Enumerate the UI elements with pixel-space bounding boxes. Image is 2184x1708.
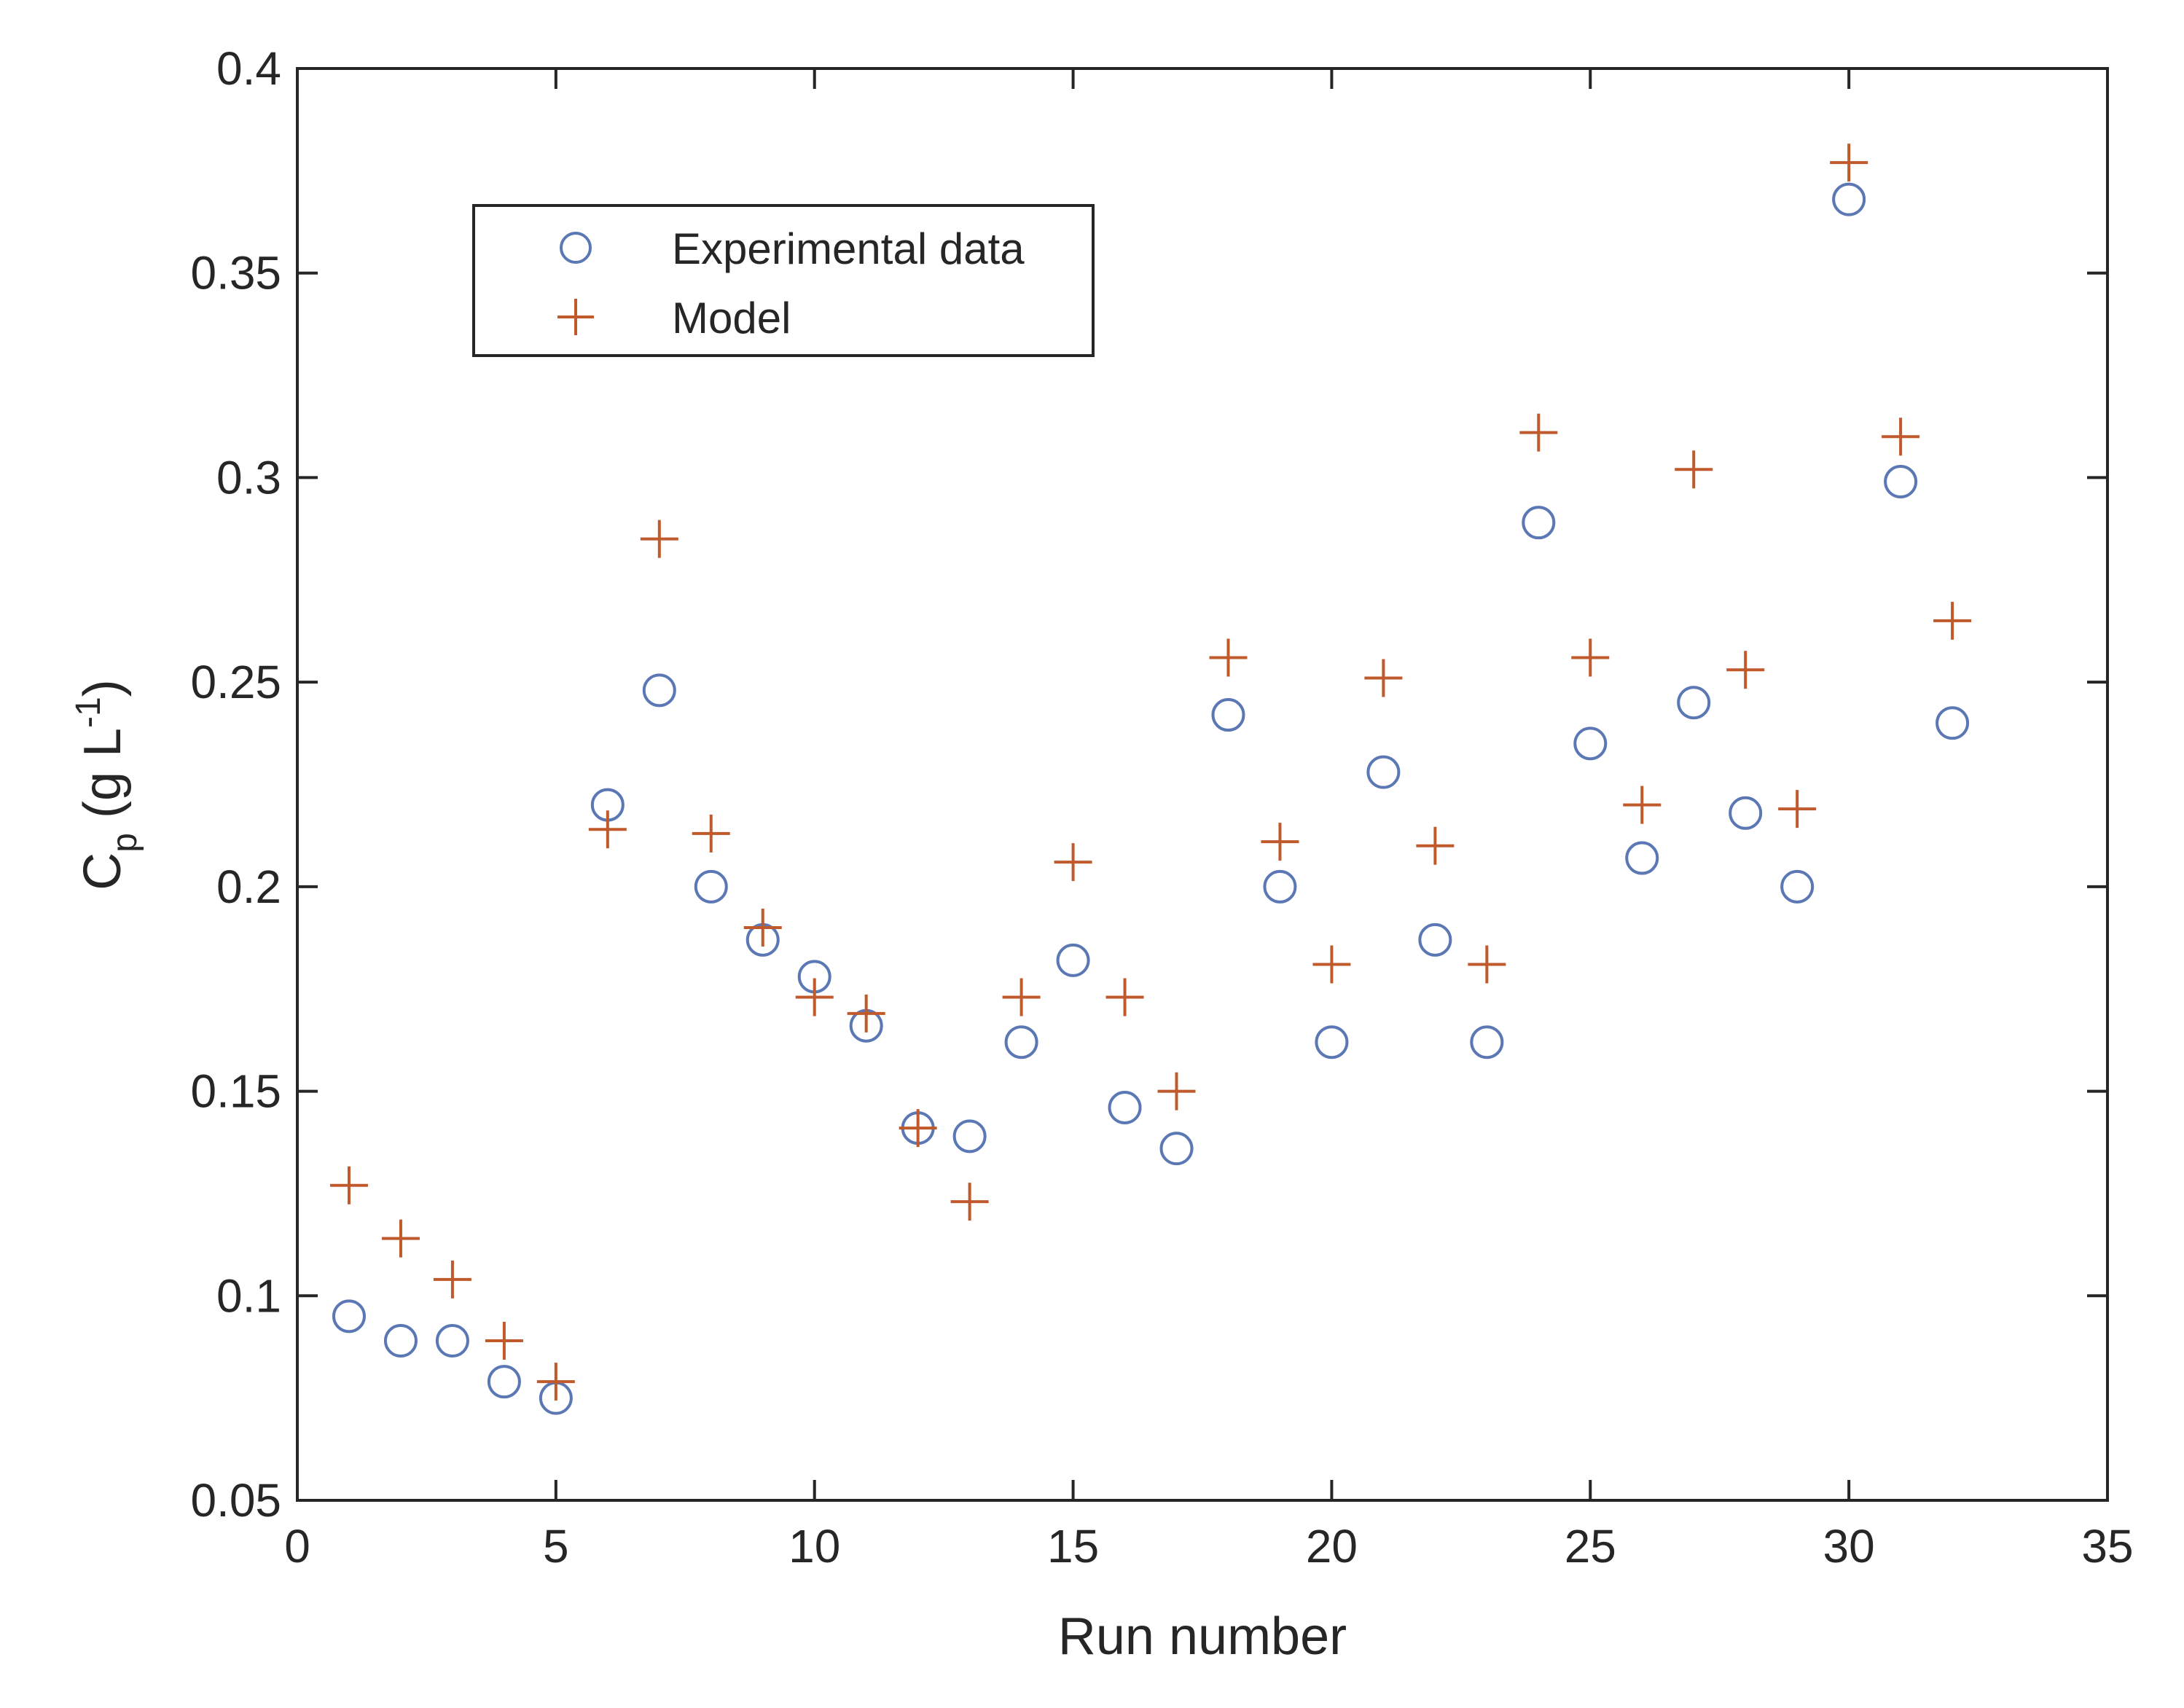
experimental-point xyxy=(487,1365,521,1399)
experimental-point xyxy=(952,1119,987,1153)
experimental-series xyxy=(332,182,1970,1415)
legend-marker-experimental xyxy=(560,232,592,264)
legend-label-experimental: Experimental data xyxy=(672,224,1025,273)
plot-frame xyxy=(296,67,2109,1502)
x-tick-label: 20 xyxy=(1306,1520,1358,1572)
legend-label-model: Model xyxy=(672,294,791,342)
experimental-point xyxy=(1263,869,1297,904)
x-axis-label: Run number xyxy=(1058,1607,1347,1666)
experimental-point xyxy=(1677,686,1711,720)
model-point xyxy=(485,1322,523,1360)
experimental-point xyxy=(1936,706,1970,740)
experimental-point xyxy=(1004,1025,1038,1059)
model-point xyxy=(1261,823,1299,861)
x-tick-label: 15 xyxy=(1047,1520,1099,1572)
x-tick-label: 5 xyxy=(543,1520,569,1572)
model-point xyxy=(1468,945,1506,984)
model-point xyxy=(950,1183,989,1221)
experimental-point xyxy=(1573,726,1608,761)
model-point xyxy=(1209,638,1248,677)
model-point xyxy=(1571,638,1610,677)
model-point xyxy=(1830,144,1868,182)
model-point xyxy=(1157,1072,1196,1110)
model-point xyxy=(1312,945,1351,984)
experimental-point xyxy=(1418,922,1452,957)
model-point xyxy=(1726,651,1765,689)
y-axis-label: Cp (g L-1) xyxy=(69,679,144,890)
y-tick-label: 0.2 xyxy=(216,861,281,913)
legend-marker-model xyxy=(557,299,594,335)
experimental-point xyxy=(383,1324,418,1358)
y-tick-label: 0.1 xyxy=(216,1269,281,1322)
x-tick-label: 10 xyxy=(788,1520,840,1572)
model-point xyxy=(640,520,678,558)
y-tick-labels: 0.05 0.1 0.15 0.2 0.25 0.3 0.35 0.4 xyxy=(190,42,281,1527)
experimental-point xyxy=(1729,796,1763,830)
model-series xyxy=(329,144,1972,1401)
model-point xyxy=(1933,601,1972,640)
model-point xyxy=(1882,418,1920,456)
model-point xyxy=(1416,826,1455,865)
model-point xyxy=(899,1109,937,1148)
model-point xyxy=(1623,786,1662,824)
experimental-point xyxy=(1522,506,1556,540)
model-point xyxy=(1002,978,1041,1016)
y-tick-label: 0.35 xyxy=(190,247,281,299)
experimental-point xyxy=(1056,943,1090,977)
x-tick-label: 0 xyxy=(284,1520,310,1572)
experimental-point xyxy=(1470,1025,1504,1059)
model-point xyxy=(536,1363,575,1401)
model-point xyxy=(329,1166,368,1204)
legend: Experimental data Model xyxy=(472,204,1095,357)
y-axis-label-subscript: p xyxy=(106,833,144,853)
y-axis-label-units: (g L xyxy=(74,728,132,833)
model-point xyxy=(588,810,627,849)
y-axis-label-units-close: ) xyxy=(74,679,132,697)
x-tick-label: 30 xyxy=(1823,1520,1875,1572)
model-point xyxy=(795,978,834,1016)
x-tick-label: 35 xyxy=(2081,1520,2133,1572)
model-point xyxy=(433,1260,471,1298)
model-point xyxy=(1778,790,1817,828)
model-point xyxy=(1364,659,1403,697)
model-point xyxy=(1675,450,1713,489)
y-axis-label-main: C xyxy=(74,853,132,890)
y-tick-label: 0.25 xyxy=(190,656,281,708)
experimental-point xyxy=(1780,869,1815,904)
y-axis-label-superscript: -1 xyxy=(69,697,108,728)
experimental-point xyxy=(1315,1025,1349,1059)
model-point xyxy=(743,909,782,947)
model-point xyxy=(1054,843,1092,882)
experimental-point xyxy=(332,1299,366,1333)
y-tick-label: 0.05 xyxy=(190,1474,281,1527)
experimental-point xyxy=(642,673,676,708)
model-point xyxy=(1519,413,1558,452)
experimental-point xyxy=(1625,841,1659,875)
x-tick-label: 25 xyxy=(1565,1520,1616,1572)
model-point xyxy=(847,994,885,1033)
experimental-point xyxy=(1884,465,1918,499)
experimental-point xyxy=(1211,698,1245,732)
y-tick-label: 0.4 xyxy=(216,42,281,95)
x-tick-labels: 0 5 10 15 20 25 30 35 xyxy=(284,1520,2133,1572)
experimental-point xyxy=(1832,182,1866,216)
experimental-point xyxy=(1108,1091,1142,1125)
experimental-point xyxy=(1159,1132,1194,1166)
model-point xyxy=(1105,978,1144,1016)
y-tick-label: 0.3 xyxy=(216,451,281,504)
experimental-point xyxy=(1366,755,1401,789)
y-tick-label: 0.15 xyxy=(190,1065,281,1118)
experimental-point xyxy=(694,869,728,904)
model-point xyxy=(381,1219,420,1258)
model-point xyxy=(692,814,730,853)
experimental-point xyxy=(435,1324,469,1358)
data-markers xyxy=(329,144,1972,1415)
